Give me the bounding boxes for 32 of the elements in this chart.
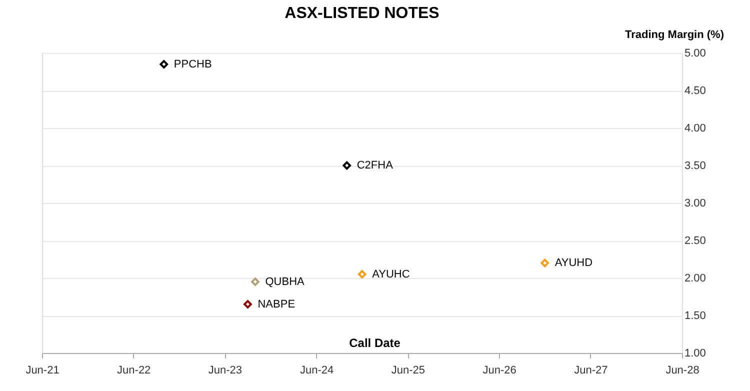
point — [160, 60, 168, 68]
chart-title: ASX-LISTED NOTES — [284, 5, 440, 22]
series-label: C2FHA — [356, 160, 394, 172]
y-axis-title: Trading Margin (%) — [625, 29, 724, 41]
x-tick-label: Jun-26 — [482, 364, 516, 376]
series-label: AYUHD — [554, 257, 593, 269]
y-tick-label: 2.00 — [684, 272, 706, 284]
point — [251, 278, 260, 286]
y-tick-label: 4.00 — [684, 122, 706, 134]
x-tick-label: Jun-23 — [208, 364, 242, 376]
series-label: PPCHB — [174, 58, 212, 70]
x-tick-label: Jun-27 — [574, 364, 608, 376]
x-tick-label: Jun-22 — [117, 364, 151, 376]
x-tick-label: Jun-24 — [300, 364, 334, 376]
x-tick-label: Jun-28 — [666, 364, 700, 376]
x-tick-label: Jun-25 — [391, 364, 425, 376]
point — [342, 161, 352, 170]
y-tick-label: 1.50 — [684, 310, 706, 322]
y-tick-label: 5.00 — [684, 48, 706, 60]
y-tick-label: 3.50 — [684, 160, 706, 172]
x-tick-label: Jun-21 — [26, 364, 60, 376]
y-tick-label: 2.50 — [684, 235, 706, 247]
y-tick-label: 1.00 — [684, 348, 706, 360]
y-tick-label: 3.00 — [684, 198, 706, 210]
series-label: NABPE — [258, 298, 296, 310]
y-tick-label: 4.50 — [684, 85, 706, 97]
series-label: QUBHA — [265, 276, 306, 288]
point — [358, 270, 366, 278]
series-label: AYUHC — [372, 268, 410, 280]
point — [244, 300, 252, 308]
point — [540, 258, 549, 268]
x-axis-title: Call Date — [349, 336, 401, 350]
